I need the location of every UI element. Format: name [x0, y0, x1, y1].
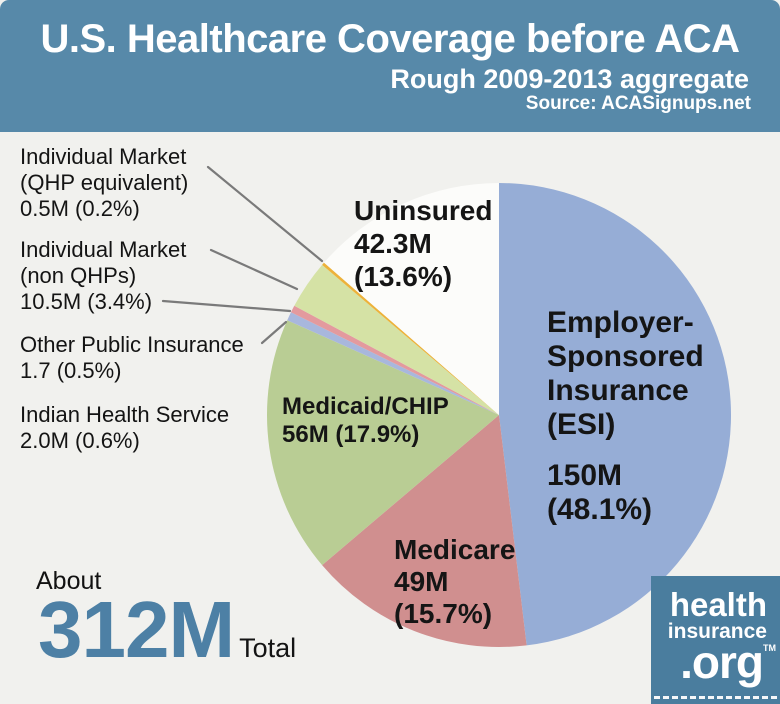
- leader-line-non-qhp: [209, 248, 299, 291]
- callout-other-public-line-1: Other Public Insurance: [20, 332, 244, 357]
- logo-trademark: TM: [763, 643, 776, 653]
- label-uninsured-value: 42.3M: [354, 228, 432, 259]
- source-credit: Source: ACASignups.net: [525, 93, 751, 114]
- label-esi-value-percent: (48.1%): [547, 493, 653, 526]
- label-uninsured-name: Uninsured: [354, 195, 493, 226]
- label-uninsured-percent: (13.6%): [354, 261, 453, 292]
- header: U.S. Healthcare Coverage before ACA Roug…: [0, 0, 780, 132]
- logo-dotted-edge: [654, 696, 777, 699]
- pie-slice-medicare: [322, 415, 527, 648]
- pie-slice-medicaid-chip: [266, 320, 499, 566]
- pie-slice-individual-market-qhp-equivalent: [322, 262, 499, 415]
- leader-lines: [161, 165, 324, 345]
- logo-word-org: .org: [680, 636, 764, 688]
- leader-line-other-public: [260, 320, 288, 345]
- label-medicaid: Medicaid/CHIP 56M (17.9%): [282, 393, 449, 449]
- label-medicare-value: 49M: [394, 566, 449, 597]
- callout-individual-market-qhp: Individual Market (QHP equivalent) 0.5M …: [20, 144, 188, 222]
- page-title: U.S. Healthcare Coverage before ACA: [40, 17, 740, 61]
- label-uninsured: Uninsured 42.3M (13.6%): [354, 194, 492, 293]
- leader-line-non-qhp-value: [161, 299, 292, 313]
- callout-ihs-line-1: Indian Health Service: [20, 402, 230, 427]
- label-esi-line-1: Employer-: [547, 306, 694, 339]
- label-medicaid-name: Medicaid/CHIP: [282, 393, 449, 420]
- label-medicaid-value: 56M (17.9%): [282, 421, 420, 448]
- total-suffix: Total: [239, 633, 297, 663]
- label-medicare-name: Medicare: [394, 534, 516, 565]
- label-esi-line-2: Sponsored: [547, 340, 704, 373]
- label-esi-value: 150M (48.1%): [547, 459, 652, 527]
- callout-qhp-line-1: Individual Market: [20, 144, 187, 169]
- pie-slice-individual-market-non-qhps: [294, 264, 499, 415]
- label-esi-value-m: 150M: [547, 459, 623, 492]
- label-medicare: Medicare 49M (15.7%): [394, 534, 515, 630]
- callout-other-public-line-2: 1.7 (0.5%): [20, 358, 122, 383]
- total-block: 312M Total: [38, 590, 296, 670]
- callout-nonqhp-line-3: 10.5M (3.4%): [20, 289, 153, 314]
- page-subtitle: Rough 2009-2013 aggregate: [390, 64, 749, 94]
- label-medicare-percent: (15.7%): [394, 598, 493, 629]
- leader-line-qhp-equivalent: [206, 165, 324, 263]
- callout-other-public-insurance: Other Public Insurance 1.7 (0.5%): [20, 332, 244, 384]
- callout-nonqhp-line-1: Individual Market: [20, 237, 187, 262]
- total-prefix: About: [36, 567, 102, 595]
- callout-qhp-line-2: (QHP equivalent): [20, 170, 189, 195]
- callout-qhp-line-3: 0.5M (0.2%): [20, 196, 140, 221]
- pie-slice-uninsured: [324, 182, 499, 415]
- logo-word-health: health: [669, 586, 767, 623]
- pie-slice-other-public-insurance: [290, 305, 499, 415]
- label-esi: Employer- Sponsored Insurance (ESI): [547, 306, 704, 442]
- label-esi-line-3: Insurance: [547, 374, 689, 407]
- logo-word-insurance: insurance: [667, 620, 767, 643]
- callout-indian-health-service: Indian Health Service 2.0M (0.6%): [20, 402, 229, 454]
- callout-ihs-line-2: 2.0M (0.6%): [20, 428, 140, 453]
- label-esi-line-4: (ESI): [547, 408, 616, 441]
- healthinsurance-org-logo: health insurance .org TM: [651, 576, 780, 704]
- pie-slice-indian-health-service: [287, 312, 499, 415]
- callout-nonqhp-line-2: (non QHPs): [20, 263, 137, 288]
- total-value: 312M: [38, 585, 235, 674]
- callout-individual-market-non-qhp: Individual Market (non QHPs) 10.5M (3.4%…: [20, 237, 186, 315]
- pie-slice-employer-sponsored-insurance-esi: [499, 183, 732, 646]
